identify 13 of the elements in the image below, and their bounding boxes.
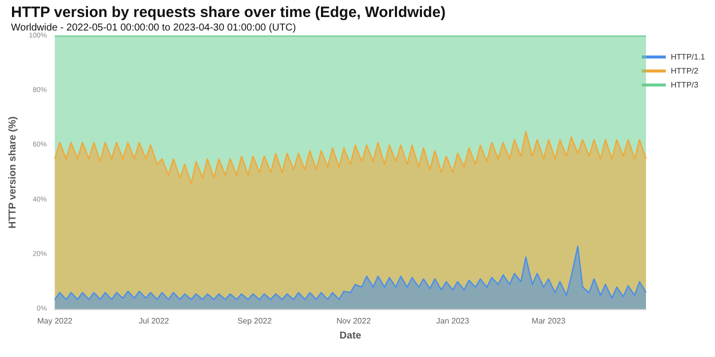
x-tick-label: Nov 2022 (336, 316, 372, 326)
chart-subtitle: Worldwide - 2022-05-01 00:00:00 to 2023-04-30 01:00:00 (UTC) (11, 22, 296, 34)
x-axis-title: Date (340, 330, 362, 342)
series-label: HTTP/3 (670, 80, 699, 90)
legend-label: HTTP/2 (670, 66, 699, 76)
chart-title: HTTP version by requests share over time (Edge, Worldwide) (11, 4, 446, 21)
y-axis-title: HTTP version share (%) (8, 116, 18, 229)
x-tick-label: May 2022 (37, 316, 73, 326)
x-tick-label: Jan 2023 (436, 316, 470, 326)
x-tick-label: Jul 2022 (138, 316, 170, 326)
legend-label: HTTP/1.1 (670, 52, 706, 62)
x-tick-label: Mar 2023 (532, 316, 566, 326)
x-tick-label: Sep 2022 (237, 316, 272, 326)
